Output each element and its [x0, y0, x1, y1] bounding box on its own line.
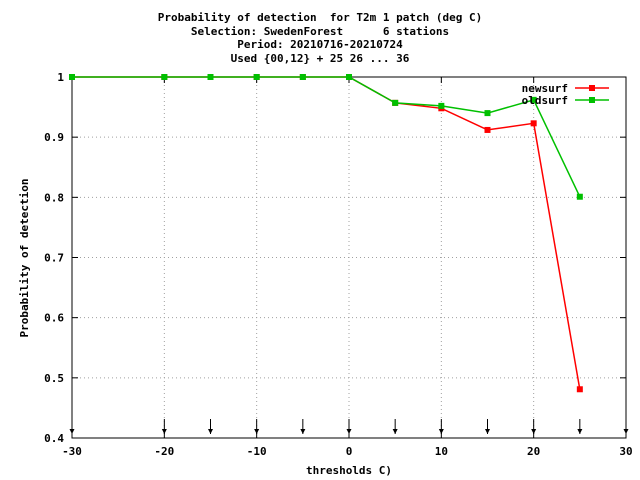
- data-point-oldsurf: [392, 99, 399, 106]
- data-point-oldsurf: [207, 74, 214, 80]
- series-lines: [69, 74, 583, 393]
- threshold-marker-arrow: [69, 429, 75, 434]
- data-point-oldsurf: [438, 102, 445, 109]
- data-point-oldsurf: [346, 74, 352, 80]
- data-point-oldsurf: [530, 96, 537, 103]
- data-point-oldsurf: [299, 74, 306, 80]
- threshold-marker-arrow: [300, 429, 306, 434]
- chart-title-line-2: Selection: SwedenForest 6 stations: [190, 24, 450, 38]
- x-tick-label: -20: [154, 445, 174, 458]
- chart-title-line-3: Period: 20210716-20210724: [237, 38, 403, 51]
- grid-lines: [72, 77, 626, 438]
- x-axis-label: thresholds C): [306, 464, 392, 477]
- data-point-oldsurf: [161, 74, 168, 80]
- data-point-newsurf: [530, 120, 537, 127]
- data-point-newsurf: [576, 386, 583, 393]
- x-tick-label: 30: [619, 445, 632, 458]
- y-tick-label: 1: [57, 71, 64, 84]
- y-tick-label: 0.8: [44, 191, 64, 204]
- data-point-newsurf: [484, 126, 491, 133]
- axis-ticks: 0.4 0.5 0.6 0.7 0.8 0.9 1 -30 -20 -10 0 10 20 30: [44, 71, 633, 458]
- threshold-marker-arrow: [438, 429, 444, 434]
- data-point-oldsurf: [253, 74, 260, 80]
- y-tick-label: 0.4: [44, 432, 64, 445]
- legend-marker-oldsurf: [589, 97, 595, 103]
- threshold-marker-arrow: [161, 429, 167, 434]
- chart-title-line-1: Probability of detection for T2m 1 patch…: [157, 11, 483, 24]
- legend-label-newsurf: newsurf: [522, 82, 568, 95]
- threshold-marker-arrow: [254, 429, 260, 434]
- x-tick-label: 20: [527, 445, 540, 458]
- chart-title-line-4: Used {00,12} + 25 26 ... 36: [230, 51, 410, 65]
- series-line-newsurf: [72, 76, 581, 390]
- threshold-marker-arrow: [577, 429, 583, 434]
- legend-marker-newsurf: [589, 85, 595, 91]
- threshold-marker-arrow: [346, 429, 352, 434]
- data-point-oldsurf: [576, 193, 583, 200]
- x-tick-label: 10: [435, 445, 448, 458]
- y-tick-label: 0.6: [44, 312, 64, 325]
- data-point-oldsurf: [69, 74, 75, 80]
- data-point-oldsurf: [484, 110, 491, 117]
- y-axis-label: Probability of detection: [18, 179, 31, 338]
- x-tick-label: 0: [346, 445, 353, 458]
- chart-title: Probability of detection for T2m 1 patch…: [0, 11, 640, 65]
- threshold-markers: [69, 419, 629, 434]
- x-tick-label: -30: [62, 445, 82, 458]
- threshold-marker-arrow: [485, 429, 490, 434]
- threshold-marker-arrow: [392, 429, 398, 434]
- y-tick-label: 0.7: [44, 252, 64, 265]
- x-tick-label: -10: [247, 445, 267, 458]
- threshold-marker-arrow: [531, 429, 537, 434]
- threshold-marker-arrow: [623, 429, 629, 434]
- y-tick-label: 0.5: [44, 372, 64, 385]
- y-tick-label: 0.9: [44, 131, 64, 144]
- threshold-marker-arrow: [208, 429, 213, 434]
- legend-label-oldsurf: oldsurf: [522, 94, 568, 107]
